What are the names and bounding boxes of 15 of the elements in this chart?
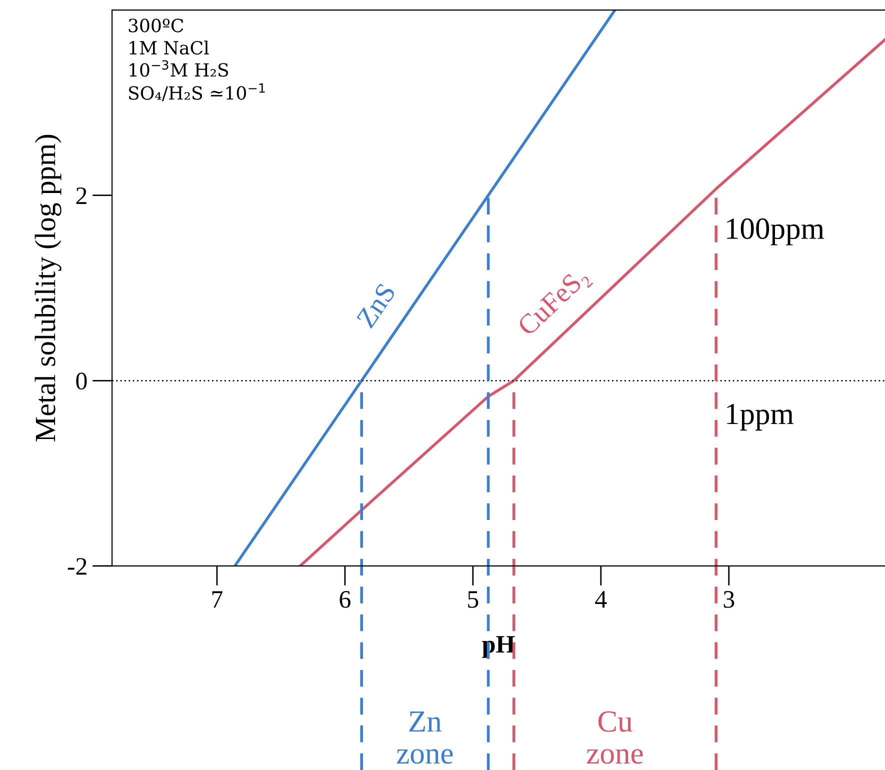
x-tick-label: 6 — [340, 591, 350, 608]
y-tick-label: 0 — [76, 372, 87, 390]
text: Zn zone — [396, 712, 453, 764]
y-tick-label: -2 — [68, 558, 86, 575]
x-tick-label: 4 — [595, 591, 607, 608]
annotation: 100ppm — [727, 218, 824, 246]
text: Cu zone — [586, 711, 643, 764]
annotation: 300ºC 1M NaCl 10$^{−3}$M H₂S SO₄/H₂S ≃10$^{−1}$ — [128, 18, 265, 102]
annotation: 1ppm — [727, 404, 794, 431]
x-tick-label: 7 — [212, 591, 223, 608]
text: ZnS — [356, 282, 396, 329]
x-tick-label: 5 — [468, 591, 478, 608]
x-tick-label: 3 — [724, 591, 734, 608]
y-tick-label: 2 — [76, 187, 86, 204]
y-axis-title: Metal solubility (log ppm) — [34, 134, 62, 442]
